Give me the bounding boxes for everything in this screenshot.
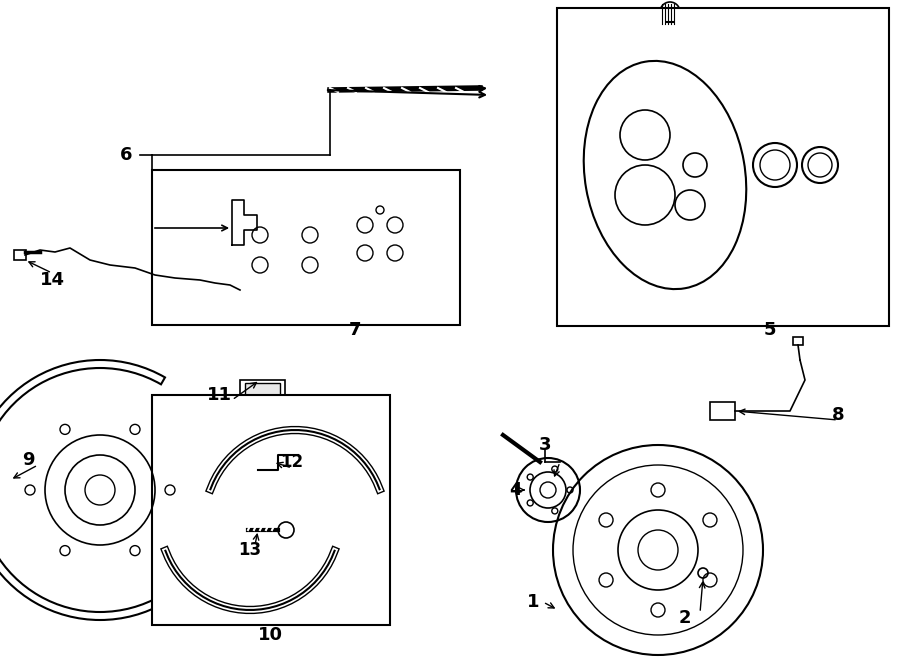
Wedge shape [0,360,165,620]
Text: 4: 4 [508,481,521,499]
Polygon shape [662,53,678,67]
Bar [245,383,280,397]
Bar [710,402,735,420]
Polygon shape [345,193,415,283]
Bar [557,8,889,326]
Polygon shape [205,195,335,295]
Bar [14,250,26,260]
Polygon shape [190,195,240,285]
Ellipse shape [584,61,746,289]
Bar [240,380,285,400]
Circle shape [660,2,680,22]
Text: 14: 14 [40,271,65,289]
Text: 11: 11 [207,386,232,404]
Text: 3: 3 [539,436,551,454]
Bar [152,170,460,325]
Text: 5: 5 [764,321,776,339]
Bar [152,395,390,625]
Circle shape [698,568,708,578]
Text: 7: 7 [349,321,361,339]
Text: 2: 2 [679,609,691,627]
Text: 8: 8 [832,406,844,424]
Text: 13: 13 [238,541,262,559]
Text: 6: 6 [120,146,132,164]
Text: 12: 12 [281,453,303,471]
Text: 1: 1 [526,593,539,611]
Text: 10: 10 [257,626,283,644]
Bar [793,337,803,345]
Text: 9: 9 [22,451,34,469]
Bar [192,279,198,285]
